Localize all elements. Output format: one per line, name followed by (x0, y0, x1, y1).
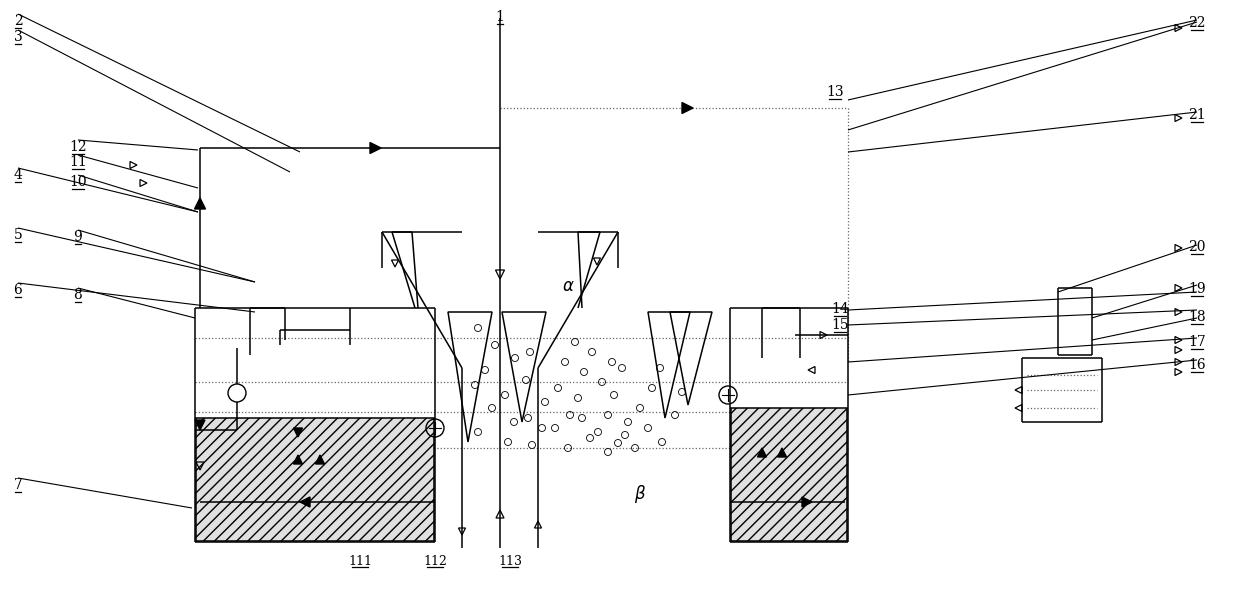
Bar (196, 418, 434, 541)
Text: 9: 9 (73, 230, 82, 244)
Text: 19: 19 (1188, 282, 1205, 296)
Text: $\beta$: $\beta$ (634, 483, 646, 505)
Polygon shape (682, 102, 693, 114)
Text: 7: 7 (14, 478, 22, 492)
Text: 4: 4 (14, 168, 22, 182)
Text: 111: 111 (348, 555, 372, 568)
Text: 5: 5 (14, 228, 22, 242)
Text: 2: 2 (14, 14, 22, 28)
Text: 20: 20 (1188, 240, 1205, 254)
Polygon shape (195, 198, 206, 209)
Polygon shape (294, 455, 303, 464)
Text: 113: 113 (498, 555, 522, 568)
Polygon shape (777, 448, 786, 457)
Polygon shape (294, 428, 303, 437)
Text: 16: 16 (1188, 358, 1205, 372)
Text: 3: 3 (14, 30, 22, 44)
Text: 13: 13 (826, 85, 843, 99)
Text: 12: 12 (69, 140, 87, 154)
Text: 15: 15 (831, 318, 849, 332)
Text: 17: 17 (1188, 335, 1205, 349)
Polygon shape (370, 142, 381, 154)
Text: 14: 14 (831, 302, 849, 316)
Text: 10: 10 (69, 175, 87, 189)
Polygon shape (195, 420, 205, 430)
Polygon shape (802, 497, 812, 507)
Text: 11: 11 (69, 155, 87, 169)
Polygon shape (300, 497, 310, 507)
Text: 22: 22 (1188, 16, 1205, 30)
Text: 18: 18 (1188, 310, 1205, 324)
Text: 8: 8 (73, 288, 82, 302)
Text: 1: 1 (496, 10, 505, 24)
Bar (732, 408, 847, 541)
Text: 21: 21 (1188, 108, 1205, 122)
Text: 112: 112 (423, 555, 446, 568)
Polygon shape (315, 455, 325, 464)
Text: $\alpha$: $\alpha$ (562, 278, 574, 295)
Polygon shape (758, 448, 766, 457)
Text: 6: 6 (14, 283, 22, 297)
